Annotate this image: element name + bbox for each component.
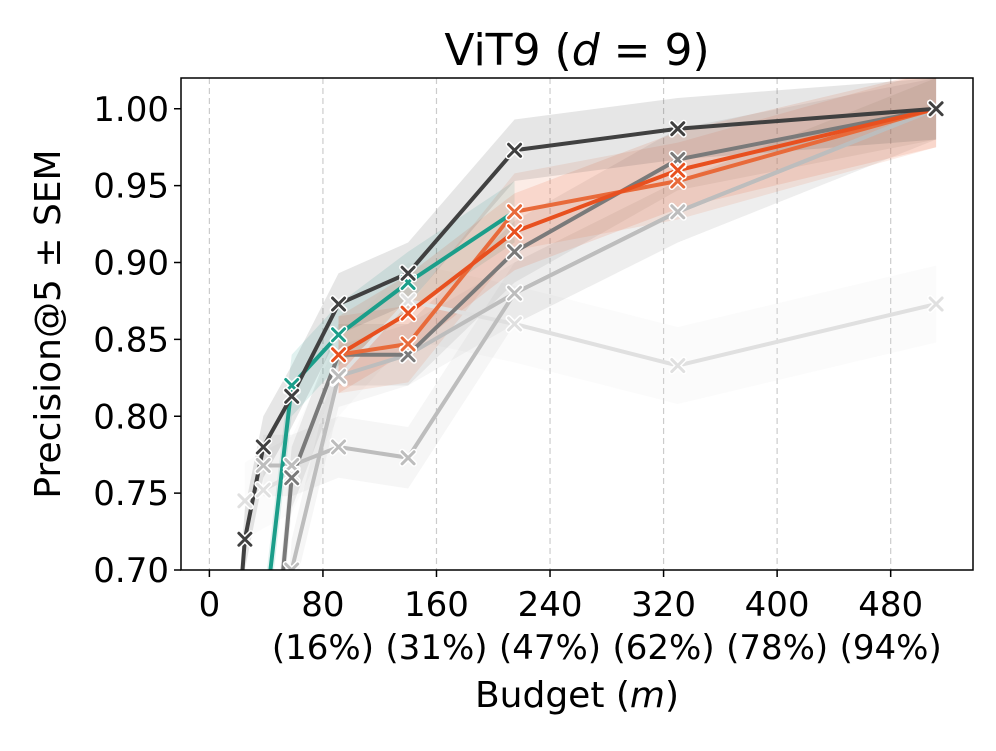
- series-8-point: [329, 295, 348, 314]
- plot-frame: [180, 77, 974, 571]
- series-8-point: [282, 387, 301, 406]
- series-8-point: [668, 119, 687, 138]
- y-axis-ticks: 0.70 0.75 0.80 0.85 0.90 0.95 1.00: [93, 90, 181, 591]
- x-tick-percent-label: (47%): [499, 628, 601, 668]
- x-tick-percent-label: (94%): [840, 628, 942, 668]
- x-axis-ticks: 0 80(16%) 160(31%) 240(47%) 320(62%) 400(78%)…: [199, 570, 942, 668]
- series-2-sem-band: [263, 78, 937, 497]
- x-tick-percent-label: (16%): [272, 628, 374, 668]
- x-axis-label: Budget (m): [475, 675, 679, 716]
- x-tick-label: 80: [301, 585, 344, 625]
- series-4-point: [282, 468, 301, 487]
- x-tick-label: 0: [199, 585, 221, 625]
- series-6-point: [399, 334, 418, 353]
- series-3-point: [282, 561, 301, 570]
- series-2-point: [282, 456, 301, 475]
- y-tick-label: 0.80: [93, 397, 169, 437]
- y-tick-label: 1.00: [93, 90, 169, 130]
- y-tick-label: 0.95: [93, 167, 169, 207]
- series-6-point: [505, 202, 524, 221]
- series-7-point: [668, 161, 687, 180]
- series-5-point: [329, 325, 348, 344]
- series-4-point: [505, 242, 524, 261]
- series-3-sem-band: [289, 78, 937, 570]
- series-2-point: [399, 448, 418, 467]
- series-3-point: [668, 202, 687, 221]
- series-8-point: [505, 141, 524, 160]
- y-tick-label: 0.85: [93, 320, 169, 360]
- x-tick-label: 160: [404, 585, 469, 625]
- series-8-point: [232, 626, 244, 638]
- x-tick-percent-label: (62%): [613, 628, 715, 668]
- series-8-point: [254, 438, 273, 456]
- x-tick-percent-label: (31%): [385, 628, 487, 668]
- y-tick-label: 0.90: [93, 244, 169, 284]
- series-1-point: [399, 291, 418, 310]
- series-4-point: [274, 595, 286, 607]
- series-1-point: [927, 295, 946, 314]
- series-1-point: [505, 315, 524, 333]
- series-2-point: [329, 438, 348, 456]
- series-3-point: [274, 718, 286, 730]
- x-tick-label: 480: [858, 585, 923, 625]
- series-6-sem-band: [338, 78, 937, 394]
- y-axis-label: Precision@5 ± SEM: [28, 149, 69, 498]
- series-1-point: [668, 356, 687, 375]
- series-3-point: [505, 284, 524, 303]
- y-tick-label: 0.75: [93, 474, 169, 514]
- series-1-point: [235, 491, 254, 510]
- x-tick-label: 240: [518, 585, 583, 625]
- series-3-point: [329, 367, 348, 386]
- y-tick-label: 0.70: [93, 551, 169, 591]
- series-markers: [232, 99, 946, 730]
- series-8-point: [235, 530, 254, 549]
- series-7-point: [399, 304, 418, 323]
- series-7-sem-band: [338, 78, 937, 394]
- series-8-point: [927, 99, 946, 118]
- series-7-point: [329, 345, 348, 364]
- x-tick-label: 400: [745, 585, 810, 625]
- chart-title: ViT9 (d = 9): [444, 25, 709, 76]
- series-8-point: [399, 264, 418, 283]
- series-1-point: [254, 481, 273, 500]
- x-tick-label: 320: [631, 585, 696, 625]
- series-5-point: [257, 626, 269, 638]
- series-7-point: [505, 222, 524, 241]
- x-gridlines: [208, 78, 892, 570]
- series-2-point: [254, 456, 273, 475]
- x-tick-percent-label: (78%): [726, 628, 828, 668]
